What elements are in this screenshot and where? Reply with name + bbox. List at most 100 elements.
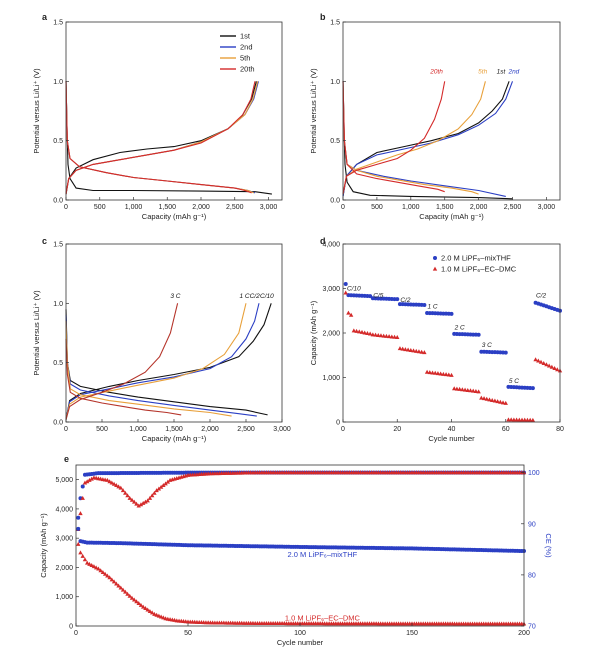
y-tick-label-c: 1.5 (53, 242, 63, 249)
ce-point-mixthf (80, 484, 85, 489)
rate-point-ecdmc (462, 387, 468, 392)
x-axis-label-d: Cycle number (428, 434, 475, 443)
capacity-point-ecdmc (138, 602, 144, 607)
y-tick-label-c: 0.0 (53, 420, 63, 427)
y-tick-label-b: 0.0 (330, 198, 340, 205)
ce-point-ecdmc (118, 485, 123, 490)
capacity-point-ecdmc (87, 561, 92, 566)
rate-point-ecdmc (473, 388, 479, 393)
rate-annotation-d: C/2 (400, 297, 411, 304)
x-tick-label-e: 150 (406, 630, 418, 637)
curve-a-5th-charge (65, 81, 259, 195)
x-tick-label-c: 500 (96, 426, 108, 433)
ce-point-ecdmc (89, 476, 94, 481)
rate-point-ecdmc (357, 329, 362, 334)
curve-c-c10-discharge (65, 309, 268, 416)
x-tick-label-e: 200 (518, 630, 530, 637)
ce-point-ecdmc (134, 501, 139, 506)
rate-point-ecdmc (476, 389, 481, 394)
capacity-point-ecdmc (143, 606, 148, 611)
panel-label-a: a (42, 12, 48, 22)
rate-point-ecdmc (541, 361, 546, 366)
rate-annotation-d: C/5 (373, 292, 384, 299)
rate-point-mixthf (422, 302, 427, 307)
curve-b-1st-charge (342, 81, 510, 197)
rate-annotation-d: C/2 (536, 292, 547, 299)
curve-a-1st-discharge (65, 81, 272, 195)
rate-point-ecdmc (471, 388, 476, 393)
curve-annotation-c: 1 C (239, 293, 249, 300)
x-tick-label-c: 3,000 (273, 426, 291, 433)
rate-point-ecdmc (489, 397, 495, 402)
rate-point-ecdmc (503, 400, 508, 405)
y-tick-label-a: 0.0 (53, 198, 63, 205)
y-tick-label-c: 0.5 (53, 360, 63, 367)
ce-point-ecdmc (111, 481, 117, 486)
ce-point-ecdmc (143, 499, 148, 504)
ce-point-mixthf (76, 526, 81, 531)
x-tick-label-a: 3,000 (260, 204, 278, 211)
x-tick-label-e: 100 (294, 630, 306, 637)
ce-point-ecdmc (105, 477, 110, 482)
y-right-tick-label-e: 90 (528, 521, 536, 528)
rate-point-ecdmc (454, 386, 460, 391)
rate-point-ecdmc (538, 359, 544, 364)
capacity-point-ecdmc (136, 601, 141, 606)
ce-point-ecdmc (78, 511, 83, 516)
capacity-point-ecdmc (118, 585, 123, 590)
ce-point-ecdmc (76, 541, 81, 546)
x-tick-label-d: 80 (556, 426, 564, 433)
rate-point-ecdmc (427, 370, 432, 375)
rate-point-mixthf (530, 386, 535, 391)
rate-point-ecdmc (392, 334, 397, 339)
rate-point-ecdmc (343, 290, 348, 295)
capacity-point-ecdmc (80, 553, 85, 558)
curve-a-1st-charge (65, 81, 257, 195)
y-tick-label-b: 1.5 (330, 20, 340, 27)
y-tick-label-e: 5,000 (55, 477, 73, 484)
rate-point-ecdmc (536, 358, 541, 363)
rate-point-ecdmc (446, 372, 451, 377)
x-axis-label-b: Capacity (mAh g⁻¹) (419, 212, 484, 221)
curve-b-5th-discharge (342, 81, 479, 195)
capacity-point-ecdmc (100, 570, 106, 575)
series-label-e: 1.0 M LiPF₆–EC–DMC (285, 614, 361, 623)
y-axis-label-a: Potential versus Li/Li⁺ (V) (32, 68, 41, 154)
rate-point-ecdmc (416, 349, 422, 354)
rate-point-ecdmc (435, 371, 441, 376)
ce-point-ecdmc (136, 503, 141, 508)
x-tick-label-a: 2,500 (226, 204, 244, 211)
capacity-point-ecdmc (107, 575, 112, 580)
rate-annotation-d: 2 C (454, 324, 465, 331)
rate-point-ecdmc (500, 400, 506, 405)
y-right-axis-label-e: CE (%) (544, 533, 553, 558)
series-label-e: 2.0 M LiPF₆–mixTHF (288, 550, 358, 559)
y-tick-label-d: 3,000 (322, 286, 340, 293)
y-tick-label-e: 0 (69, 624, 73, 631)
curve-annotation-b: 1st (497, 68, 507, 75)
y-tick-label-d: 4,000 (322, 242, 340, 249)
curve-c-3c-discharge (65, 338, 182, 416)
rate-point-mixthf (503, 350, 508, 355)
ce-point-ecdmc (107, 479, 112, 484)
x-tick-label-a: 500 (94, 204, 106, 211)
rate-point-ecdmc (405, 347, 411, 352)
ce-point-ecdmc (80, 495, 85, 500)
y-axis-label-c: Potential versus Li/Li⁺ (V) (32, 290, 41, 376)
rate-point-ecdmc (381, 333, 386, 338)
ce-point-ecdmc (132, 499, 137, 504)
rate-point-ecdmc (400, 346, 405, 351)
x-tick-label-d: 0 (341, 426, 345, 433)
ce-point-ecdmc (141, 500, 146, 505)
ce-point-ecdmc (114, 483, 119, 488)
x-tick-label-d: 40 (448, 426, 456, 433)
ce-point-ecdmc (125, 493, 130, 498)
rate-point-ecdmc (433, 370, 438, 375)
legend-entry-d: 2.0 M LiPF₆–mixTHF (441, 254, 511, 263)
x-tick-label-d: 20 (393, 426, 401, 433)
rate-point-ecdmc (373, 332, 378, 337)
x-tick-label-b: 0 (341, 204, 345, 211)
y-tick-label-e: 4,000 (55, 506, 73, 513)
rate-point-ecdmc (555, 367, 560, 372)
